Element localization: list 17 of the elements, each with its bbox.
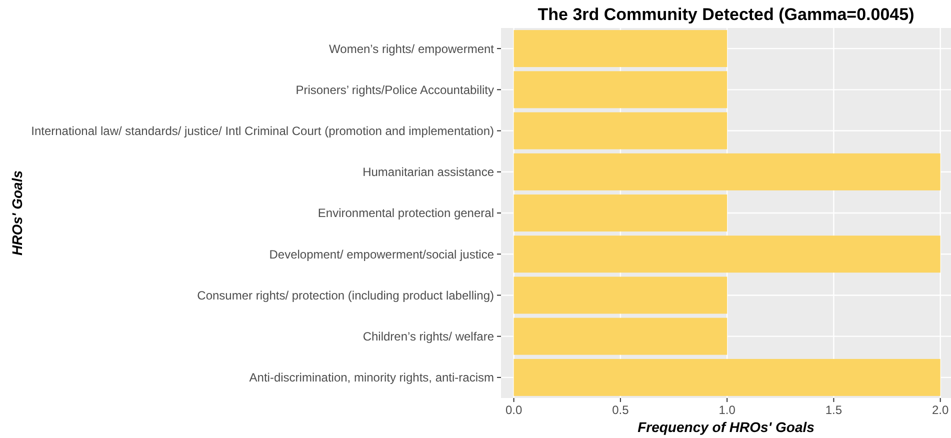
x-tick-label: 0.5 [612,403,630,417]
x-tick-label: 1.0 [718,403,736,417]
y-tick-label: Women’s rights/ empowerment [329,42,495,56]
y-tick-label: Prisoners’ rights/Police Accountability [296,82,494,97]
y-tick-label: Anti-discrimination, minority rights, anti-racism [249,370,494,385]
y-tick-label: International law/ standards/ justice/ Intl Criminal Court (promotion and implementation) [31,124,494,138]
y-tick-label: Children’s rights/ welfare [362,330,494,344]
x-axis-title: Frequency of HROs' Goals [638,419,815,435]
y-tick-label: Humanitarian assistance [362,165,494,180]
y-axis-title: HROs' Goals [9,170,25,256]
y-tick-label: Development/ empowerment/social justice [269,247,494,262]
y-tick-label: Consumer rights/ protection (including product labelling) [197,288,494,302]
x-tick-label: 1.5 [825,403,842,417]
x-tick-label: 0.0 [505,403,522,417]
x-tick-label: 2.0 [932,403,949,417]
chart-title: The 3rd Community Detected (Gamma=0.0045) [538,5,914,24]
y-tick-label: Environmental protection general [318,206,494,220]
